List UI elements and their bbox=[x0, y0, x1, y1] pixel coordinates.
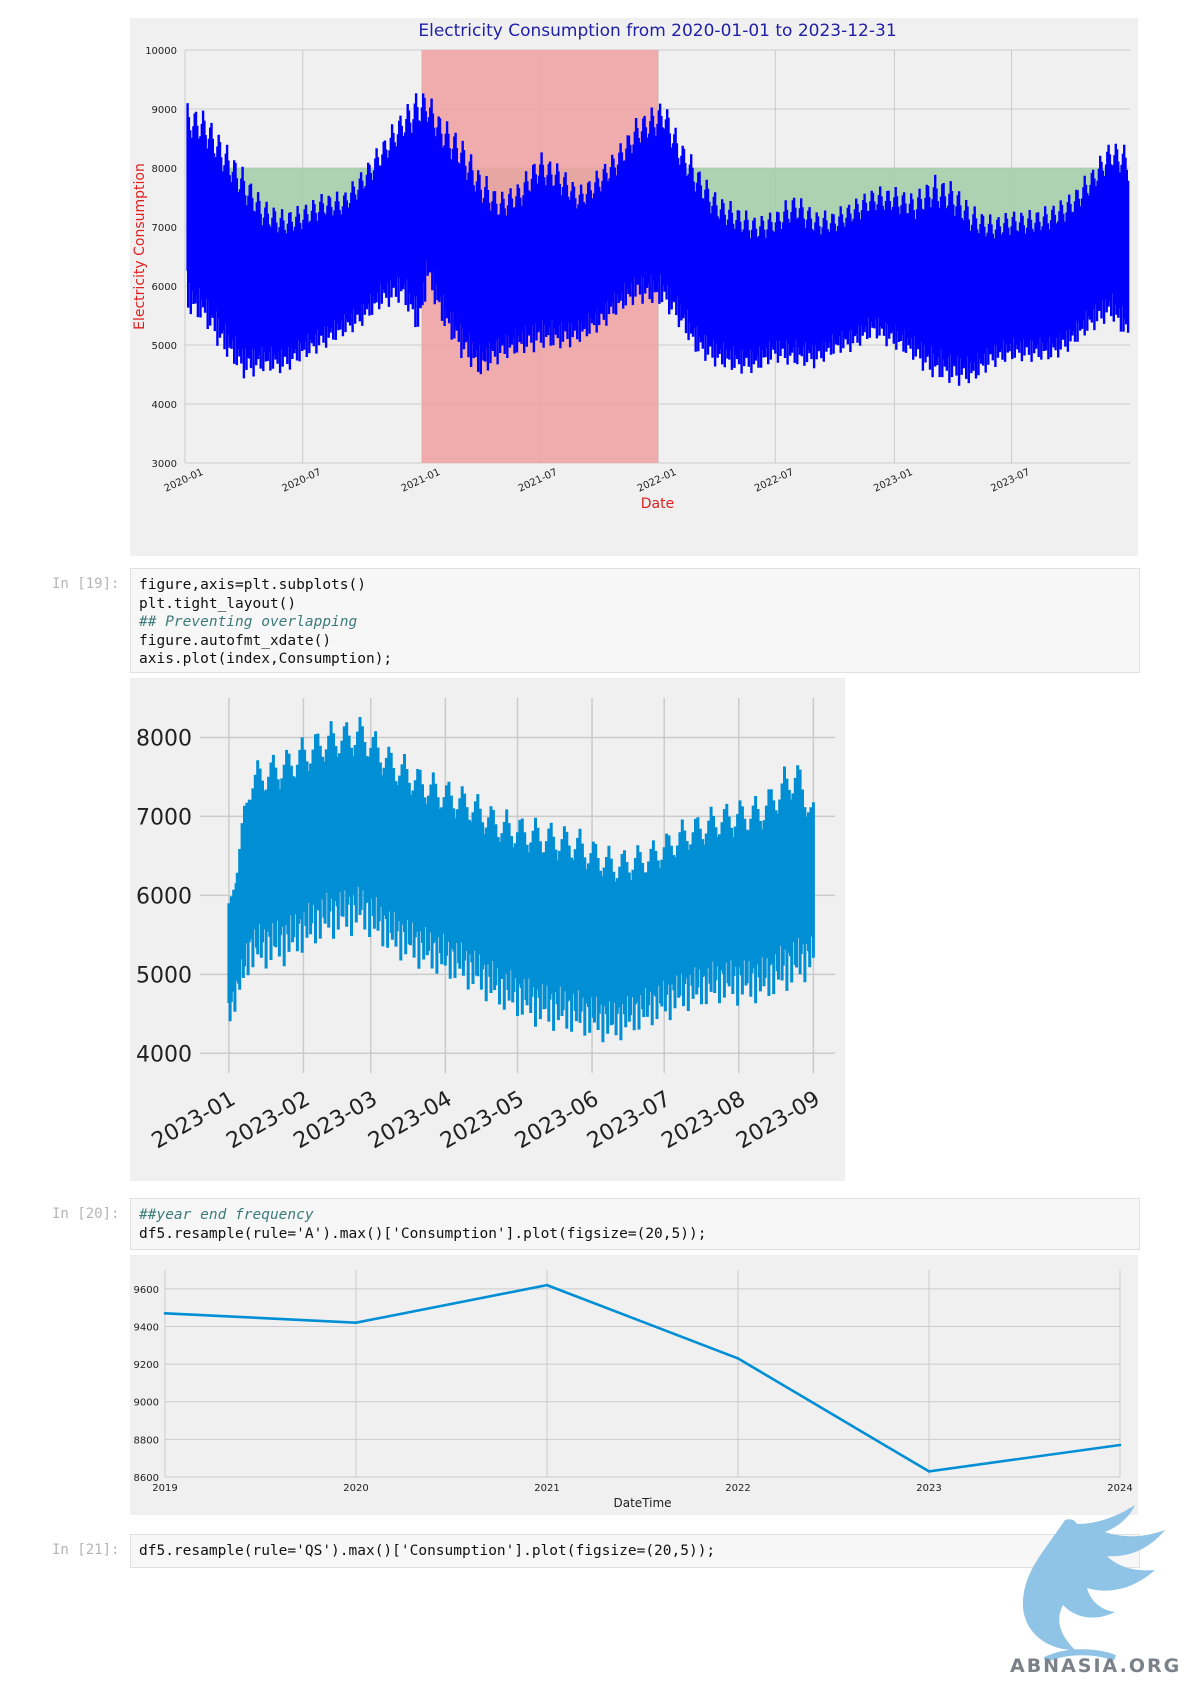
consumption-2023-chart: 4000 5000 6000 7000 8000 2023-01 2023-02 2023-0… bbox=[130, 678, 845, 1181]
chart3-data-point bbox=[354, 1321, 358, 1324]
chart2-ytick-label: 8000 bbox=[136, 726, 192, 751]
chart3-ytick-label: 9000 bbox=[134, 1398, 159, 1409]
chart3-ytick-label: 8800 bbox=[134, 1435, 159, 1446]
cell-19-prompt: In [19]: bbox=[52, 576, 120, 592]
chart3-data-point bbox=[545, 1283, 549, 1287]
chart2-ytick-label: 5000 bbox=[136, 963, 192, 988]
chart1-xlabel: Date bbox=[641, 496, 674, 512]
chart3-data-point bbox=[927, 1470, 931, 1473]
chart1-ytick-label: 9000 bbox=[152, 105, 177, 116]
code-cell-19[interactable]: figure,axis=plt.subplots() plt.tight_lay… bbox=[130, 568, 1140, 673]
chart2-xtick-label: 2023-01 bbox=[148, 1087, 240, 1155]
chart3-xtick-label: 2021 bbox=[534, 1483, 559, 1494]
chart2-ytick-label: 6000 bbox=[136, 884, 192, 909]
chart3-xtick-label: 2022 bbox=[725, 1483, 750, 1494]
yearly-max-consumption-chart: 8600 8800 9000 9200 9400 9600 2019 2020 2021 2022… bbox=[130, 1255, 1138, 1515]
chart1-xtick-label: 2021-01 bbox=[400, 467, 443, 495]
chart1-ytick-label: 6000 bbox=[152, 282, 177, 293]
chart1-ylabel: Electricity Consumption bbox=[132, 163, 148, 330]
chart3-series-line bbox=[164, 1283, 1121, 1473]
code-line: df5.resample(rule='QS').max()['Consumpti… bbox=[139, 1543, 716, 1559]
chart2-xtick-label: 2023-09 bbox=[732, 1087, 824, 1155]
chart3-svg: 8600 8800 9000 9200 9400 9600 2019 2020 2021 2022… bbox=[134, 1270, 1133, 1510]
cell-20-prompt: In [20]: bbox=[52, 1206, 120, 1222]
chart1-ytick-label: 8000 bbox=[152, 164, 177, 175]
chart3-data-point bbox=[1118, 1443, 1122, 1447]
chart1-xtick-label: 2020-07 bbox=[280, 467, 323, 495]
chart1-threshold-fill bbox=[187, 168, 1129, 251]
chart3-data-point bbox=[736, 1357, 740, 1360]
chart3-xtick-label: 2024 bbox=[1107, 1483, 1132, 1494]
cell-21-prompt: In [21]: bbox=[52, 1542, 120, 1558]
chart1-series-line bbox=[186, 93, 1130, 386]
chart3-data-point bbox=[163, 1311, 167, 1315]
code-cell-21[interactable]: df5.resample(rule='QS').max()['Consumpti… bbox=[130, 1534, 1140, 1568]
chart2-series-line bbox=[227, 717, 815, 1043]
chart3-xtick-label: 2019 bbox=[152, 1483, 177, 1494]
chart1-ytick-label: 7000 bbox=[152, 223, 177, 234]
code-comment: ## Preventing overlapping bbox=[139, 614, 358, 630]
code-cell-19-source: figure,axis=plt.subplots() plt.tight_lay… bbox=[131, 569, 1139, 676]
chart2-xtick-label: 2023-07 bbox=[583, 1087, 675, 1155]
chart1-ytick-label: 5000 bbox=[152, 341, 177, 352]
chart3-ytick-label: 9200 bbox=[134, 1360, 159, 1371]
code-line: df5.resample(rule='A').max()['Consumptio… bbox=[139, 1225, 707, 1242]
chart3-ytick-label: 9600 bbox=[134, 1285, 159, 1296]
chart3-xlabel: DateTime bbox=[613, 1496, 671, 1510]
chart3-xtick-label: 2020 bbox=[343, 1483, 368, 1494]
code-cell-20-source: ##year end frequency df5.resample(rule='… bbox=[131, 1199, 1139, 1250]
code-line: plt.tight_layout() bbox=[139, 595, 297, 612]
chart2-xtick-label: 2023-05 bbox=[436, 1087, 528, 1155]
code-line: axis.plot(index,Consumption); bbox=[139, 651, 393, 667]
consumption-2020-2023-chart: 3000 4000 5000 6000 7000 8000 9000 10000 2020-01… bbox=[130, 18, 1138, 556]
chart1-xtick-label: 2021-07 bbox=[517, 467, 560, 495]
chart1-ytick-label: 3000 bbox=[152, 459, 177, 470]
chart2-ytick-label: 4000 bbox=[136, 1042, 192, 1067]
chart3-ytick-label: 9400 bbox=[134, 1322, 159, 1333]
griffin-logo-icon bbox=[1022, 1505, 1165, 1663]
code-line: figure,axis=plt.subplots() bbox=[139, 577, 366, 593]
chart1-title: Electricity Consumption from 2020-01-01 … bbox=[418, 21, 896, 41]
chart1-xtick-label: 2022-07 bbox=[753, 467, 796, 495]
chart1-xtick-label: 2023-07 bbox=[989, 467, 1032, 495]
chart3-ytick-label: 8600 bbox=[134, 1473, 159, 1484]
chart1-xtick-label: 2022-01 bbox=[636, 467, 679, 495]
chart3-xtick-label: 2023 bbox=[916, 1483, 941, 1494]
chart1-ytick-label: 4000 bbox=[152, 400, 177, 411]
chart2-ytick-label: 7000 bbox=[136, 805, 192, 830]
chart1-xtick-label: 2020-01 bbox=[163, 467, 206, 495]
chart1-xtick-label: 2023-01 bbox=[872, 467, 915, 495]
chart2-xtick-label: 2023-08 bbox=[658, 1087, 750, 1155]
chart1-ytick-label: 10000 bbox=[145, 46, 177, 57]
code-line: figure.autofmt_xdate() bbox=[139, 632, 332, 649]
chart1-svg: 3000 4000 5000 6000 7000 8000 9000 10000 2020-01… bbox=[132, 21, 1130, 512]
code-cell-20[interactable]: ##year end frequency df5.resample(rule='… bbox=[130, 1198, 1140, 1250]
watermark-text: ABNASIA.ORG bbox=[1010, 1655, 1182, 1677]
chart2-svg: 400050006000700080002023-012023-022023-0… bbox=[136, 698, 835, 1155]
code-comment: ##year end frequency bbox=[139, 1207, 314, 1223]
code-cell-21-source: df5.resample(rule='QS').max()['Consumpti… bbox=[131, 1535, 1139, 1568]
